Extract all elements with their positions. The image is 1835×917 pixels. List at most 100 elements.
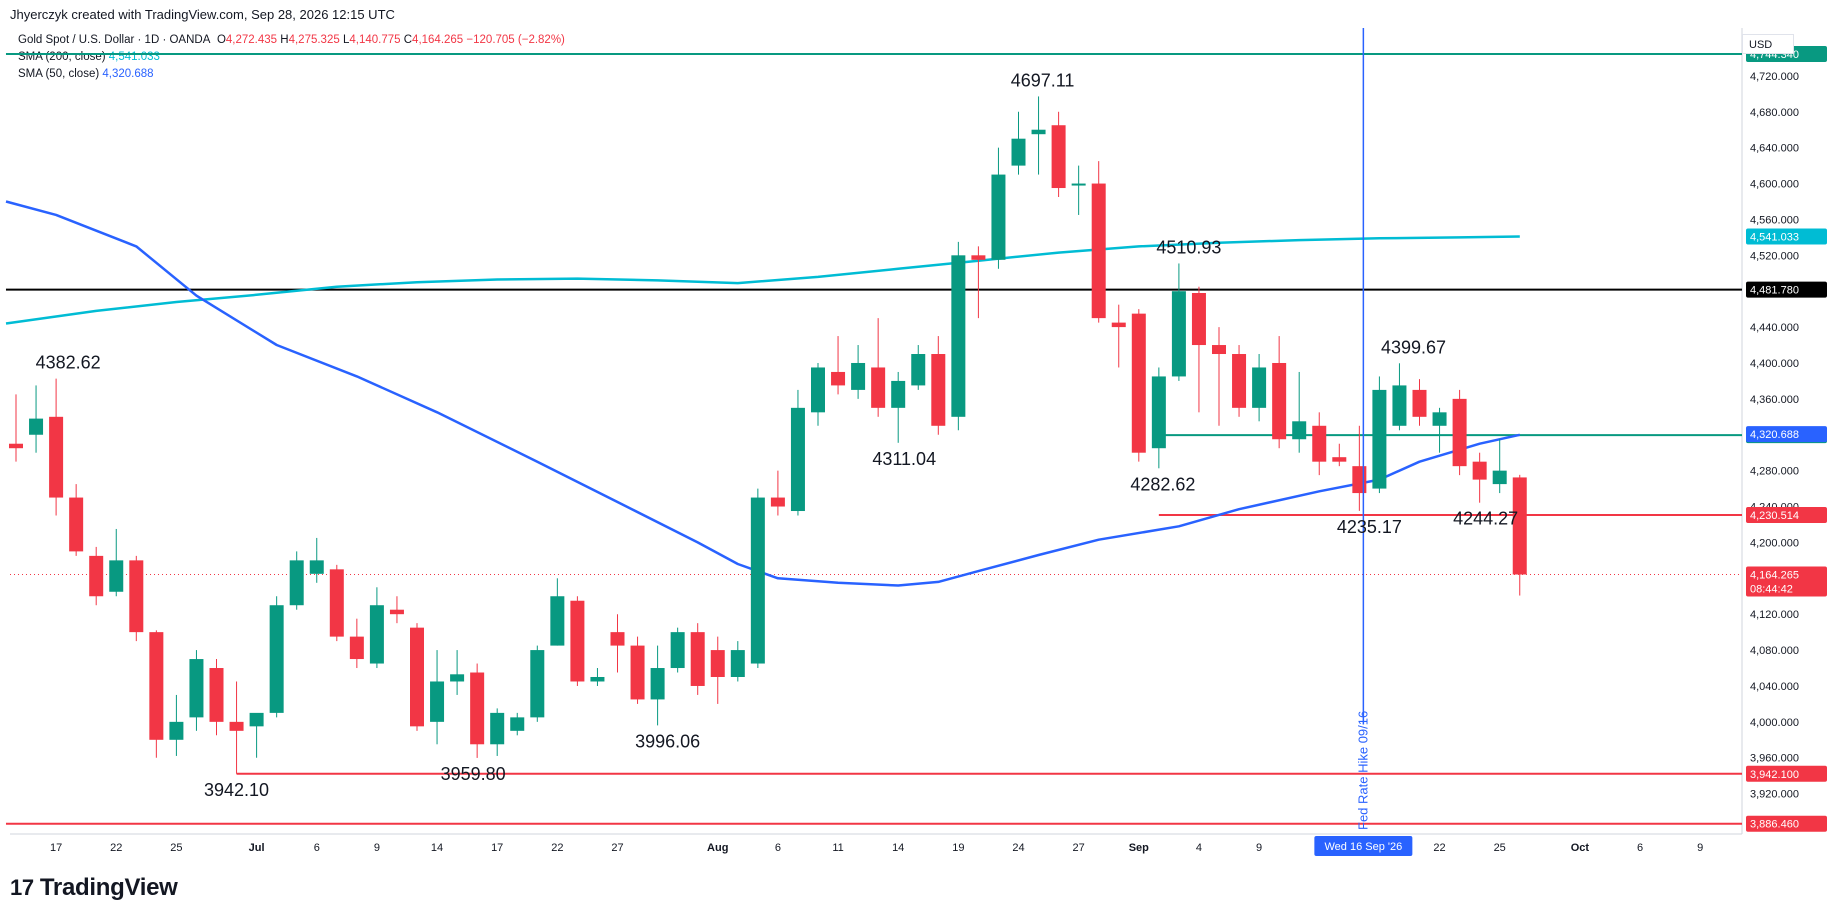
candle-body [209, 668, 224, 722]
open-label: O [216, 34, 226, 46]
candle-body [710, 650, 725, 677]
price-tag: 4,320.688 [1750, 429, 1799, 441]
candle-body [490, 712, 505, 745]
y-tick-label: 4,280.000 [1750, 466, 1799, 478]
tradingview-brand-name: TradingView [39, 874, 178, 901]
x-tick-label: 22 [110, 842, 122, 854]
candle-body [871, 367, 886, 408]
change-value: −120.705 (−2.82%) [466, 34, 565, 46]
price-tag-bg [1746, 426, 1827, 443]
candle-body [590, 676, 605, 682]
level-price-tag: 4,230.514 [1750, 510, 1799, 522]
price-annotation: 3942.10 [204, 780, 269, 800]
sma50-value: 4,320.688 [102, 68, 154, 80]
candle-body [1312, 425, 1327, 462]
candle-body [410, 627, 424, 727]
open-value: 4,272.435 [225, 34, 278, 46]
y-tick-label: 4,400.000 [1750, 358, 1799, 370]
level-price-tag: 3,886.460 [1750, 819, 1799, 831]
candle-body [1512, 477, 1527, 575]
x-tick-label: 6 [775, 842, 781, 854]
price-annotation: 4244.27 [1453, 509, 1518, 529]
low-value: 4,140.775 [349, 34, 401, 46]
candle-body [169, 721, 184, 740]
candle-body [510, 717, 525, 731]
y-tick-label: 4,600.000 [1750, 179, 1799, 191]
candle-body [1131, 313, 1146, 453]
candle-body [690, 632, 705, 686]
candle-body [770, 497, 785, 507]
series-line [5, 200, 1521, 587]
x-tick-label: Sep [1129, 842, 1149, 854]
level-price-tag-bg [1746, 507, 1827, 524]
candle-body [389, 609, 404, 615]
tradingview-logo[interactable]: 17 TradingView [10, 874, 178, 902]
crosshair-date-label: Wed 16 Sep '26 [1324, 841, 1402, 853]
candle-body [831, 371, 846, 386]
y-tick-label: 4,560.000 [1750, 214, 1799, 226]
price-chart[interactable]: 3,920.000 3,960.000 4,000.000 4,040.000 4,08… [0, 0, 1835, 860]
candle-body [129, 560, 144, 633]
candle-body [650, 668, 665, 700]
candle-body [1372, 389, 1387, 489]
price-annotation: 4697.11 [1011, 70, 1075, 90]
candle-body [309, 560, 324, 574]
x-tick-label: 14 [431, 842, 443, 854]
candle-body [1252, 367, 1267, 408]
candle-body [1011, 138, 1026, 166]
event-label: Fed Rate Hike 09/16 [1355, 711, 1370, 830]
candle-body [1171, 291, 1186, 377]
tradingview-logo-icon: 17 [10, 875, 34, 900]
candle-body [610, 632, 625, 646]
candle-body [1212, 345, 1226, 355]
x-tick-label: 17 [491, 842, 503, 854]
currency-selector[interactable]: USD [1742, 34, 1794, 54]
candle-body [229, 721, 244, 731]
candle-body [329, 569, 344, 637]
candle-body [1452, 398, 1467, 467]
x-tick-label: 27 [611, 842, 623, 854]
symbol-legend[interactable]: Gold Spot / U.S. Dollar · 1D · OANDA O4,… [18, 34, 565, 46]
candle-body [1151, 376, 1166, 449]
candle-body [951, 255, 966, 417]
y-tick-label: 4,000.000 [1750, 717, 1799, 729]
price-tag-bg [1746, 566, 1827, 597]
sma50-legend[interactable]: SMA (50, close) 4,320.688 [18, 68, 154, 80]
candle-body [891, 380, 906, 408]
candle-body [1412, 389, 1427, 417]
close-label: C [403, 34, 413, 46]
chart-creator-caption: Jhyerczyk created with TradingView.com, … [10, 7, 395, 22]
level-price-tag: 3,942.100 [1750, 769, 1799, 781]
x-tick-label: 24 [1012, 842, 1024, 854]
candle-body [1292, 421, 1307, 440]
price-tag: 4,164.265 [1750, 569, 1799, 581]
candle-body [69, 497, 84, 552]
y-tick-label: 4,440.000 [1750, 322, 1799, 334]
candle-body [349, 636, 364, 660]
candle-body [9, 443, 23, 449]
candle-body [550, 596, 565, 646]
x-tick-label: Aug [707, 842, 728, 854]
candle-body [931, 354, 946, 426]
candle-body [1232, 354, 1247, 408]
candle-body [911, 354, 926, 386]
candle-body [269, 605, 284, 713]
crosshair-date-bg [1314, 836, 1413, 856]
x-tick-label: 6 [314, 842, 320, 854]
candle-body [1031, 129, 1046, 135]
y-tick-label: 4,360.000 [1750, 394, 1799, 406]
candle-body [189, 659, 204, 718]
low-label: L [342, 34, 350, 46]
y-tick-label: 4,520.000 [1750, 250, 1799, 262]
candle-body [530, 650, 545, 718]
y-tick-label: 4,120.000 [1750, 609, 1799, 621]
candle-body [1071, 183, 1086, 186]
x-tick-label: 19 [952, 842, 964, 854]
y-tick-label: 3,920.000 [1750, 789, 1799, 801]
candle-body [1472, 461, 1487, 480]
candle-body [1352, 466, 1367, 494]
y-tick-label: 4,040.000 [1750, 681, 1799, 693]
candle-body [450, 674, 465, 682]
price-annotation: 4510.93 [1156, 237, 1221, 257]
y-tick-label: 4,080.000 [1750, 645, 1799, 657]
